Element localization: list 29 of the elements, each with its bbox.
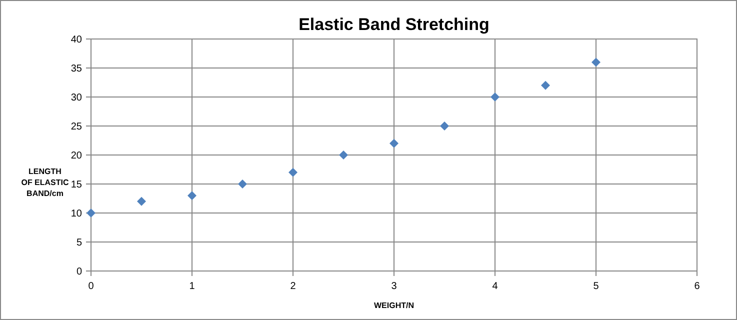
y-tick-label: 0	[76, 266, 82, 278]
y-tick-label: 30	[70, 92, 82, 104]
point	[288, 168, 298, 177]
point	[440, 122, 449, 130]
y-tick-label: 10	[70, 208, 82, 220]
y-tick-label: 40	[70, 34, 82, 46]
y-tick-label: 15	[70, 180, 82, 190]
chart-title: Elastic Band Stretching	[298, 15, 490, 34]
y-tick-label: 5	[76, 238, 82, 248]
point	[490, 92, 500, 102]
x-tick-label: 5	[593, 281, 600, 292]
point	[137, 196, 146, 206]
point	[188, 191, 196, 200]
x-tick-label: 0	[88, 281, 94, 292]
y-tick-label: 20	[70, 150, 82, 162]
point	[390, 138, 398, 148]
x-axis-title: WEIGHT/N	[374, 301, 414, 310]
x-tick-label: 3	[391, 281, 398, 292]
x-tick-label: 6	[694, 281, 700, 292]
y-axis-title: LENGTH OF ELASTIC BAND/cm	[21, 167, 69, 198]
point	[541, 80, 550, 90]
x-tick-label: 2	[290, 281, 296, 292]
point	[238, 180, 247, 188]
point	[592, 58, 600, 67]
x-tick-label: 4	[492, 281, 498, 292]
y-tick-label: 35	[70, 64, 82, 74]
x-tick-label: 1	[189, 281, 196, 292]
y-tick-label: 25	[70, 122, 82, 132]
point	[339, 150, 348, 160]
